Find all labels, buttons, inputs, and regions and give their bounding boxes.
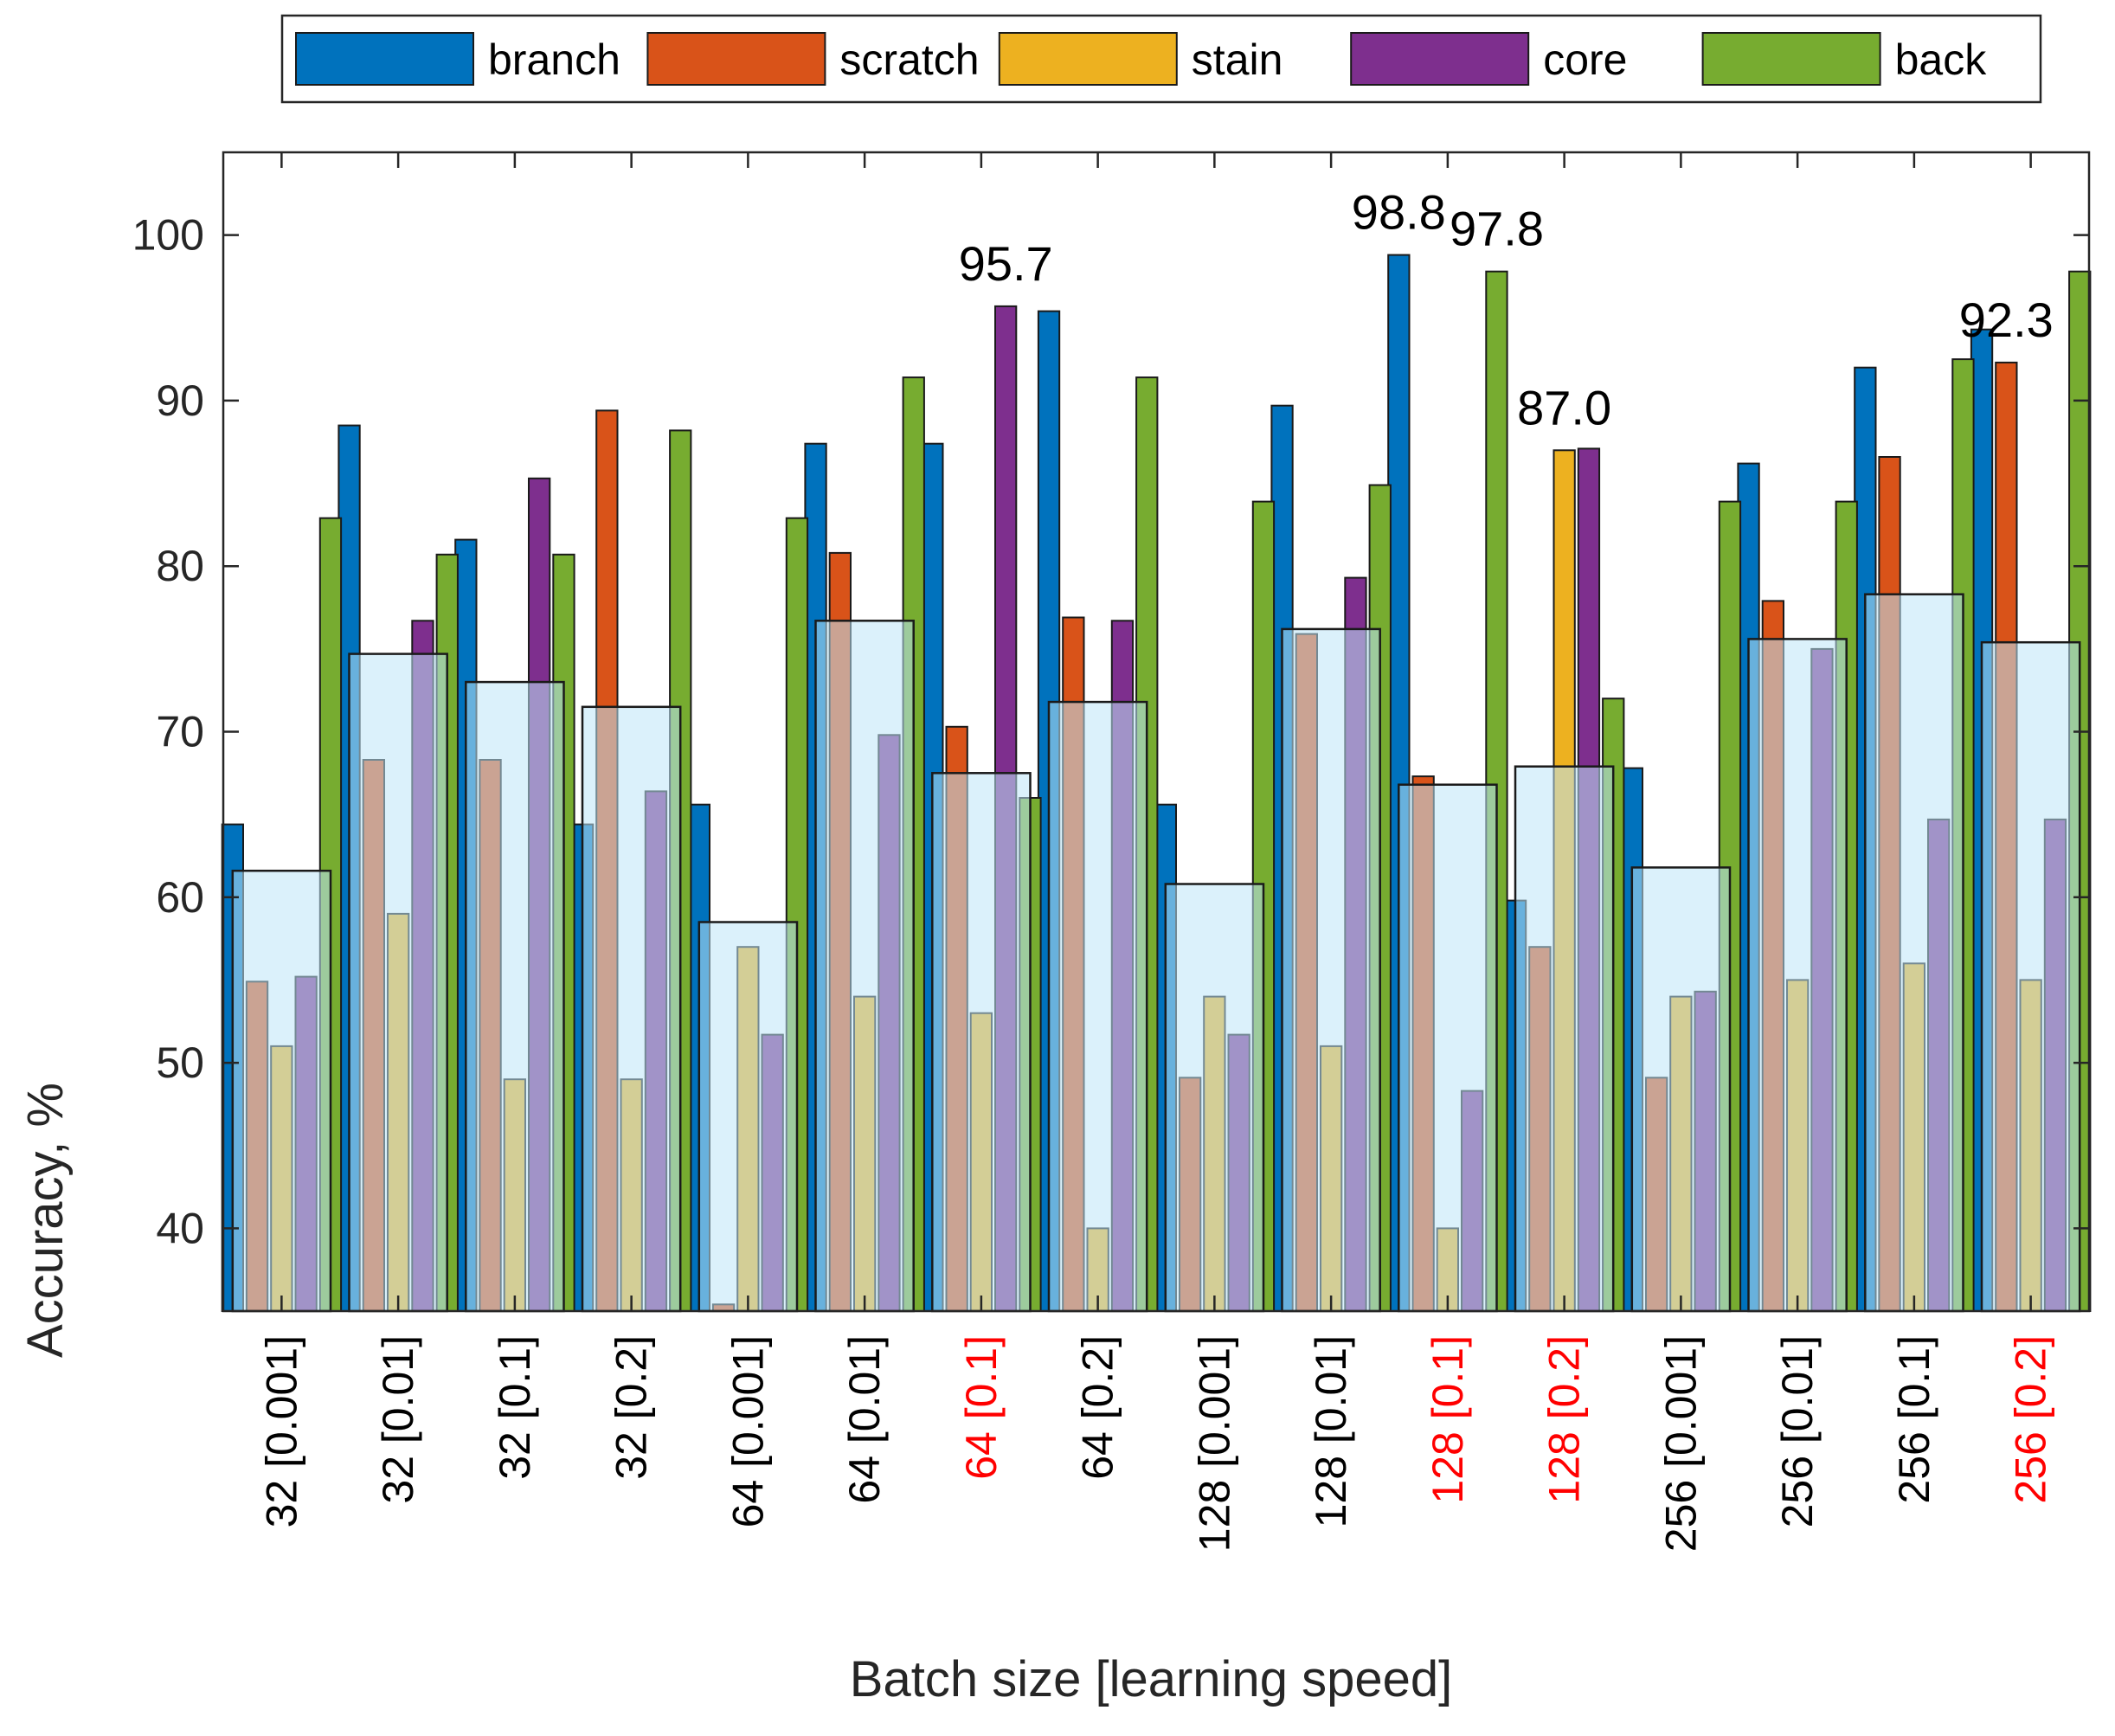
mean-bar-9 bbox=[1281, 627, 1381, 1313]
mean-bar-15 bbox=[1980, 640, 2081, 1313]
x-category-label-10: 128 [0.1] bbox=[1424, 1335, 1472, 1504]
x-category-label-9: 128 [0.01] bbox=[1307, 1335, 1355, 1527]
x-category-label-5: 64 [0.01] bbox=[840, 1335, 889, 1504]
mean-bar-8 bbox=[1164, 883, 1265, 1313]
mean-bar-3 bbox=[581, 705, 682, 1313]
y-tick-label-70: 70 bbox=[156, 708, 204, 756]
x-category-label-6: 64 [0.1] bbox=[957, 1335, 1006, 1480]
mean-bar-0 bbox=[231, 869, 332, 1313]
mean-bar-10 bbox=[1398, 783, 1498, 1313]
x-category-label-1: 32 [0.01] bbox=[374, 1335, 422, 1504]
mean-bar-1 bbox=[348, 653, 448, 1313]
x-category-label-15: 256 [0.2] bbox=[2007, 1335, 2055, 1504]
data-label-4: 92.3 bbox=[1959, 293, 2054, 347]
mean-bar-12 bbox=[1630, 866, 1732, 1313]
y-tick-label-80: 80 bbox=[156, 542, 204, 590]
legend-label-branch: branch bbox=[488, 35, 620, 84]
legend-label-scratch: scratch bbox=[839, 35, 979, 84]
x-category-label-11: 128 [0.2] bbox=[1540, 1335, 1589, 1504]
legend-swatch-branch bbox=[295, 32, 474, 86]
x-category-label-12: 256 [0.001] bbox=[1656, 1335, 1705, 1552]
data-label-0: 95.7 bbox=[959, 236, 1053, 291]
data-label-2: 97.8 bbox=[1450, 202, 1544, 256]
y-axis: 40 50 60 70 80 90 100 bbox=[132, 211, 2089, 1252]
x-category-label-2: 32 [0.1] bbox=[491, 1335, 539, 1480]
mean-bar-5 bbox=[814, 620, 915, 1313]
x-category-label-7: 64 [0.2] bbox=[1074, 1335, 1122, 1480]
data-label-1: 98.8 bbox=[1352, 185, 1446, 240]
y-tick-label-100: 100 bbox=[132, 211, 204, 260]
legend: branch scratch stain core back bbox=[280, 14, 2042, 104]
x-axis-title: Batch size [learning speed] bbox=[850, 1651, 1452, 1707]
data-label-3: 87.0 bbox=[1517, 380, 1611, 434]
y-tick-label-60: 60 bbox=[156, 873, 204, 922]
x-category-label-13: 256 [0.01] bbox=[1773, 1335, 1822, 1527]
legend-swatch-back bbox=[1701, 32, 1881, 86]
mean-bar-7 bbox=[1047, 700, 1148, 1313]
legend-swatch-scratch bbox=[646, 32, 826, 86]
x-category-label-14: 256 [0.1] bbox=[1890, 1335, 1938, 1504]
legend-label-back: back bbox=[1895, 35, 1988, 84]
y-axis-title: Accuracy, % bbox=[17, 1083, 74, 1358]
legend-swatch-core bbox=[1350, 32, 1530, 86]
x-category-label-8: 128 [0.001] bbox=[1190, 1335, 1238, 1552]
legend-label-stain: stain bbox=[1192, 35, 1283, 84]
mean-bar-4 bbox=[698, 921, 799, 1313]
x-category-label-0: 32 [0.001] bbox=[257, 1335, 305, 1527]
plot-area: 95.7 98.8 97.8 87.0 92.3 bbox=[221, 151, 2092, 1313]
mean-bar-11 bbox=[1514, 765, 1615, 1313]
legend-label-core: core bbox=[1543, 35, 1627, 84]
mean-bar-14 bbox=[1864, 593, 1964, 1313]
y-tick-label-50: 50 bbox=[156, 1038, 204, 1087]
mean-bar-2 bbox=[465, 680, 565, 1313]
x-category-label-3: 32 [0.2] bbox=[608, 1335, 656, 1480]
x-category-label-4: 64 [0.001] bbox=[723, 1335, 772, 1527]
legend-swatch-stain bbox=[998, 32, 1178, 86]
y-tick-label-90: 90 bbox=[156, 376, 204, 425]
mean-bar-13 bbox=[1747, 638, 1848, 1313]
x-axis: 32 [0.001] 32 [0.01] 32 [0.1] 32 [0.2] 64 [0… bbox=[257, 152, 2055, 1552]
mean-bar-6 bbox=[931, 772, 1032, 1313]
y-tick-label-40: 40 bbox=[156, 1204, 204, 1252]
